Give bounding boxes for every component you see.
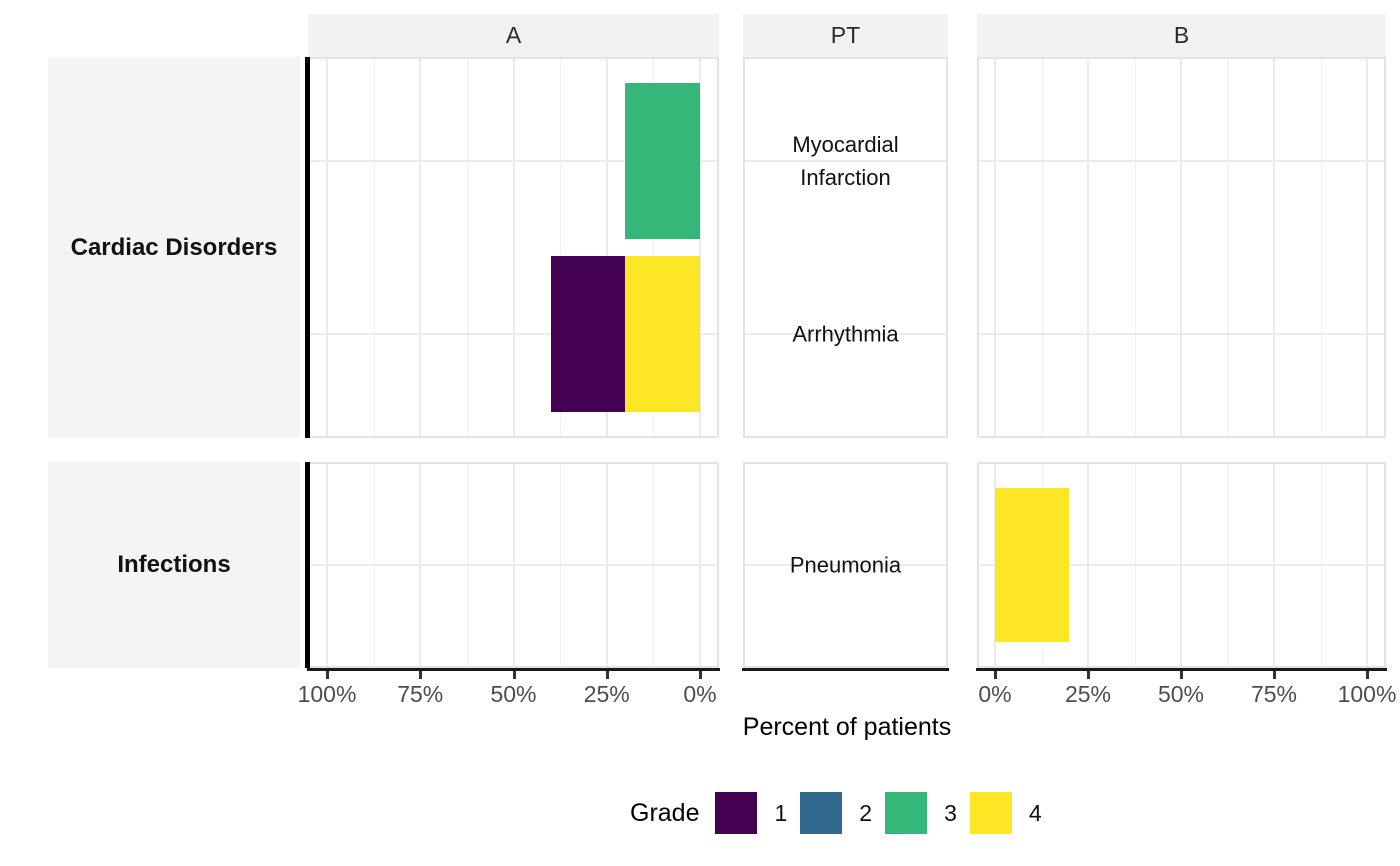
minor-gridline — [373, 57, 375, 438]
x-axis-tick-label: 0% — [978, 681, 1012, 707]
major-gridline — [699, 57, 701, 438]
minor-gridline — [466, 57, 468, 438]
band-gridline — [977, 333, 1386, 336]
band-gridline — [977, 159, 1386, 162]
facet-strip-soc-infections-label: Infections — [117, 551, 231, 578]
legend-swatch-grade-4 — [969, 792, 1012, 834]
band-gridline — [743, 159, 948, 162]
x-axis-tick-label: 75% — [1250, 681, 1298, 707]
legend-entry-grade-2: 2 — [800, 792, 872, 834]
x-axis-line — [307, 668, 720, 671]
x-axis-tick — [605, 671, 609, 679]
legend-label-grade-1: 1 — [774, 799, 788, 826]
facet-strip-arm-b: B — [977, 14, 1386, 57]
x-axis-line — [976, 668, 1387, 671]
x-axis-tick-label: 50% — [1157, 681, 1205, 707]
band-gridline — [743, 333, 948, 336]
x-axis-tick-label: 50% — [490, 681, 537, 707]
legend-swatch-grade-1 — [715, 792, 758, 834]
band-gridline — [977, 564, 1386, 566]
x-axis-tick — [512, 671, 516, 679]
x-axis-title: Percent of patients — [742, 713, 952, 741]
band-gridline — [308, 159, 719, 162]
major-gridline — [419, 57, 422, 438]
facet-strip-soc-infections: Infections — [48, 462, 300, 668]
minor-gridline — [560, 57, 562, 438]
y-axis-line — [305, 462, 310, 668]
major-gridline — [512, 57, 515, 438]
legend-entry-grade-1: 1 — [715, 792, 787, 834]
panel-A-row2 — [308, 462, 719, 668]
pt-label: Myocardial Infarction — [792, 131, 899, 190]
legend-entries: 1 2 3 4 — [715, 792, 1054, 834]
band-gridline — [308, 333, 719, 336]
x-axis-tick — [419, 671, 423, 679]
x-axis-tick — [994, 671, 997, 679]
major-gridline — [994, 57, 996, 438]
legend-entry-grade-3: 3 — [885, 792, 957, 834]
x-axis-tick — [1087, 671, 1090, 679]
legend-swatch-grade-2 — [800, 792, 843, 834]
minor-gridline — [1134, 57, 1136, 438]
facet-strip-soc-cardiac: Cardiac Disorders — [48, 57, 300, 438]
pt-label: Arrhythmia — [792, 321, 899, 347]
panel-B-row1 — [977, 57, 1386, 438]
legend-label-grade-3: 3 — [944, 799, 957, 826]
panel-border — [743, 57, 948, 438]
facet-strip-pt: PT — [743, 14, 948, 57]
x-axis-tick-label: 25% — [1064, 681, 1112, 707]
legend: Grade 1 2 3 4 — [630, 791, 1055, 835]
pt-label: Pneumonia — [789, 552, 902, 578]
legend-entry-grade-4: 4 — [969, 792, 1042, 834]
x-axis-tick — [1180, 671, 1183, 679]
x-axis-tick-label: 100% — [297, 681, 357, 707]
facet-strip-arm-a: A — [308, 14, 719, 57]
legend-title: Grade — [630, 798, 700, 827]
x-axis-tick — [326, 671, 329, 679]
legend-label-grade-2: 2 — [859, 799, 873, 826]
bar-grade-4 — [995, 487, 1070, 643]
x-axis-tick-label: 25% — [583, 681, 630, 707]
facet-strip-arm-b-label: B — [1173, 22, 1190, 48]
x-axis-tick — [699, 671, 702, 679]
band-gridline — [743, 564, 948, 566]
panel-PT-row1 — [743, 57, 948, 438]
band-gridline — [308, 564, 719, 566]
x-axis-tick-label: 75% — [397, 681, 444, 707]
major-gridline — [1273, 57, 1275, 438]
bar-grade-4 — [625, 256, 700, 413]
x-axis-tick — [1273, 671, 1276, 679]
y-axis-line — [305, 57, 310, 438]
facet-strip-pt-label: PT — [830, 22, 861, 48]
legend-swatch-grade-3 — [885, 792, 928, 834]
facet-strip-arm-a-label: A — [505, 22, 522, 48]
major-gridline — [1366, 57, 1368, 438]
x-axis-tick — [1366, 671, 1369, 679]
major-gridline — [1087, 57, 1089, 438]
bar-grade-1 — [550, 256, 626, 413]
facet-strip-soc-cardiac-label: Cardiac Disorders — [70, 233, 278, 261]
major-gridline — [1180, 57, 1182, 438]
minor-gridline — [1041, 57, 1043, 438]
bar-grade-3 — [625, 82, 700, 239]
x-axis-tick-label: 100% — [1337, 681, 1397, 707]
x-axis-line — [742, 668, 949, 671]
minor-gridline — [653, 57, 655, 438]
minor-gridline — [1227, 57, 1229, 438]
x-axis-tick-label: 0% — [683, 681, 717, 707]
minor-gridline — [1320, 57, 1322, 438]
legend-label-grade-4: 4 — [1028, 799, 1042, 826]
major-gridline — [605, 57, 608, 438]
major-gridline — [326, 57, 328, 438]
